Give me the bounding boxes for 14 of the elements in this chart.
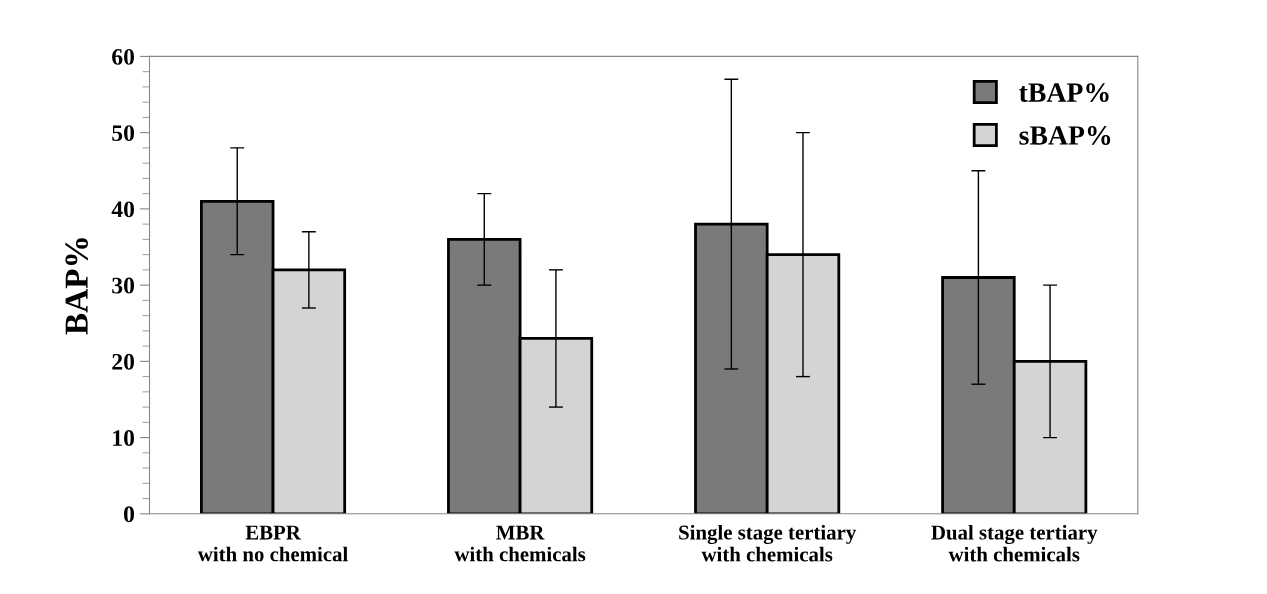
y-tick-label: 50	[112, 125, 135, 142]
y-tick-label: 20	[112, 353, 135, 370]
legend-label: sBAP%	[1019, 126, 1111, 145]
x-tick-label: EBPR with no chemical	[197, 525, 348, 562]
legend-label: tBAP%	[1019, 83, 1109, 103]
y-tick-label: 10	[113, 430, 135, 446]
y-tick-label: 0	[124, 506, 135, 523]
y-tick-label: 40	[111, 201, 135, 218]
x-tick-label: Single stage tertiary with chemicals	[679, 524, 857, 562]
x-tick-label: Dual stage tertiary with chemicals	[931, 524, 1098, 562]
y-tick-label: 30	[112, 277, 135, 294]
x-tick-label: MBR with chemicals	[454, 525, 586, 562]
y-tick-label: 60	[112, 48, 135, 65]
y-axis-title: BAP%	[65, 238, 88, 335]
